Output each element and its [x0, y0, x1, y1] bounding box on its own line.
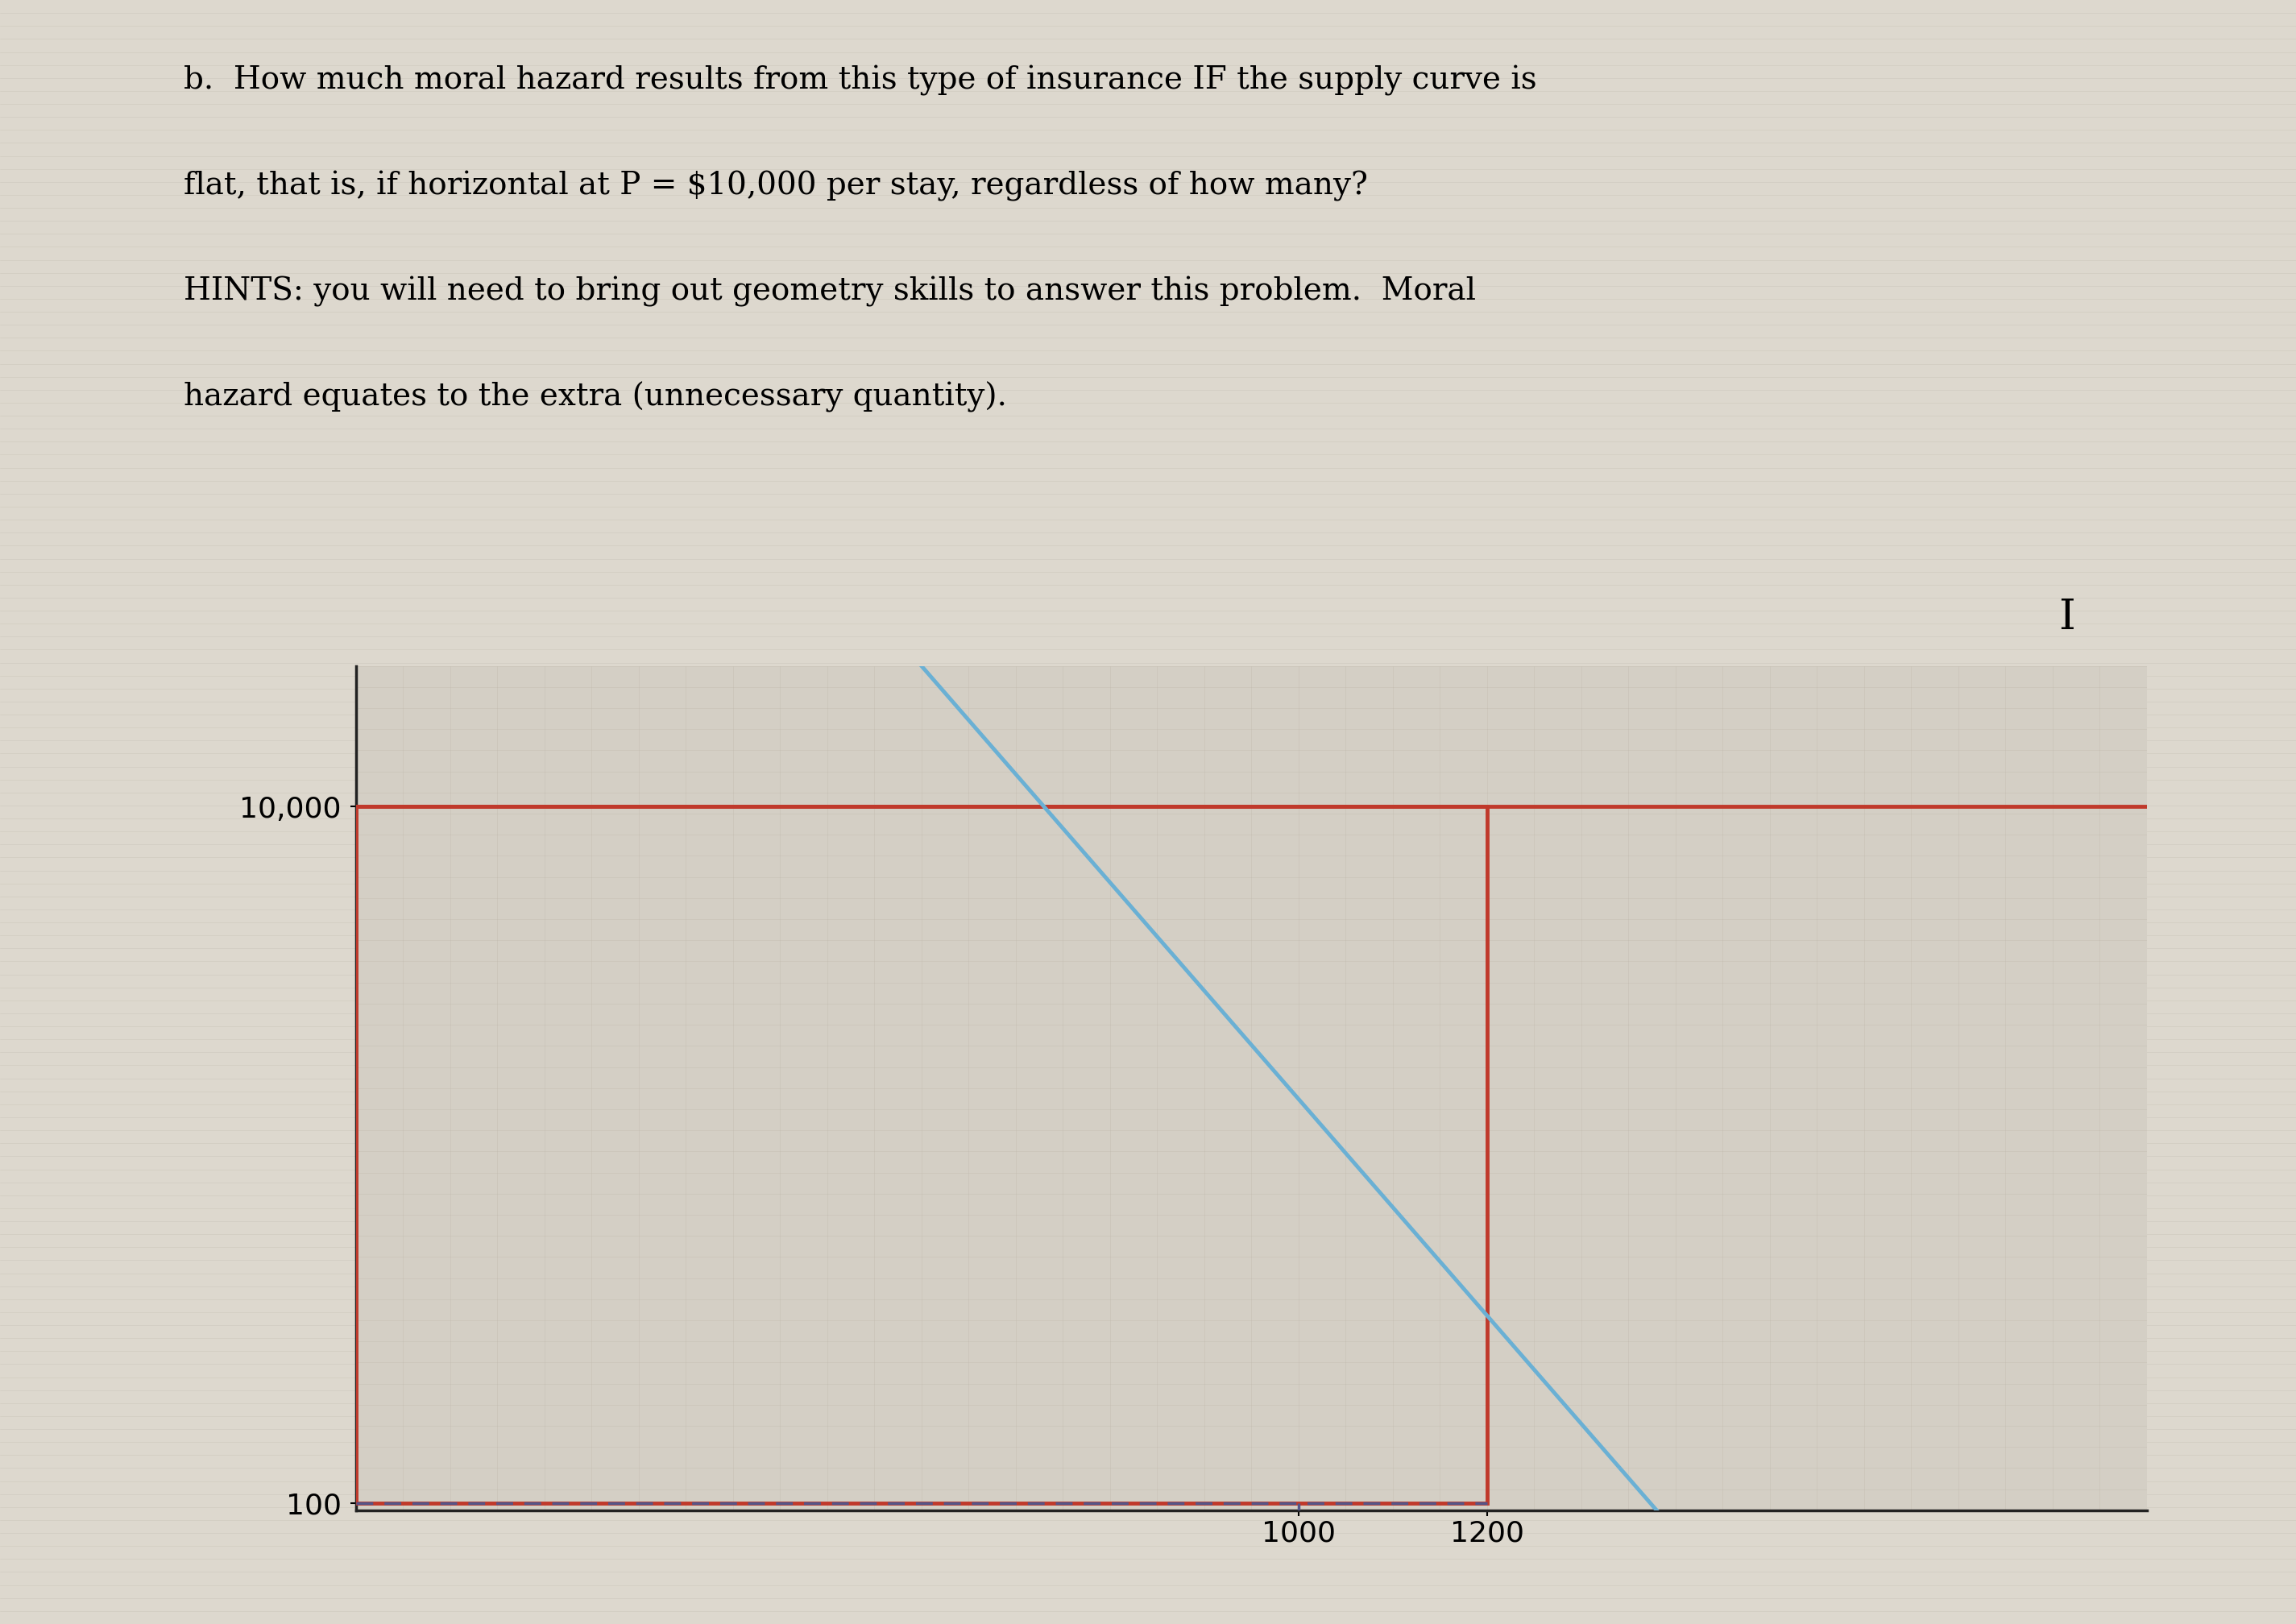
Text: hazard equates to the extra (unnecessary quantity).: hazard equates to the extra (unnecessary… — [184, 382, 1008, 412]
Text: b.  How much moral hazard results from this type of insurance IF the supply curv: b. How much moral hazard results from th… — [184, 65, 1536, 96]
Text: flat, that is, if horizontal at P = $10,000 per stay, regardless of how many?: flat, that is, if horizontal at P = $10,… — [184, 171, 1368, 201]
Text: I: I — [2057, 596, 2076, 638]
Text: HINTS: you will need to bring out geometry skills to answer this problem.  Moral: HINTS: you will need to bring out geomet… — [184, 276, 1476, 307]
Bar — [356, 807, 1488, 1504]
